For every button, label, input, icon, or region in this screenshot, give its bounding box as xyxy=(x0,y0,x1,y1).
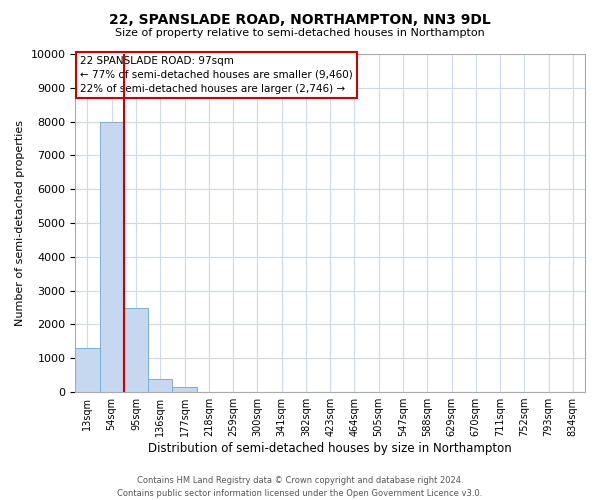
Bar xyxy=(100,122,124,392)
Bar xyxy=(172,387,197,392)
Text: Contains HM Land Registry data © Crown copyright and database right 2024.
Contai: Contains HM Land Registry data © Crown c… xyxy=(118,476,482,498)
X-axis label: Distribution of semi-detached houses by size in Northampton: Distribution of semi-detached houses by … xyxy=(148,442,512,455)
Text: 22 SPANSLADE ROAD: 97sqm
← 77% of semi-detached houses are smaller (9,460)
22% o: 22 SPANSLADE ROAD: 97sqm ← 77% of semi-d… xyxy=(80,56,353,94)
Bar xyxy=(124,308,148,392)
Bar xyxy=(148,378,172,392)
Text: Size of property relative to semi-detached houses in Northampton: Size of property relative to semi-detach… xyxy=(115,28,485,38)
Y-axis label: Number of semi-detached properties: Number of semi-detached properties xyxy=(15,120,25,326)
Text: 22, SPANSLADE ROAD, NORTHAMPTON, NN3 9DL: 22, SPANSLADE ROAD, NORTHAMPTON, NN3 9DL xyxy=(109,12,491,26)
Bar xyxy=(75,348,100,392)
